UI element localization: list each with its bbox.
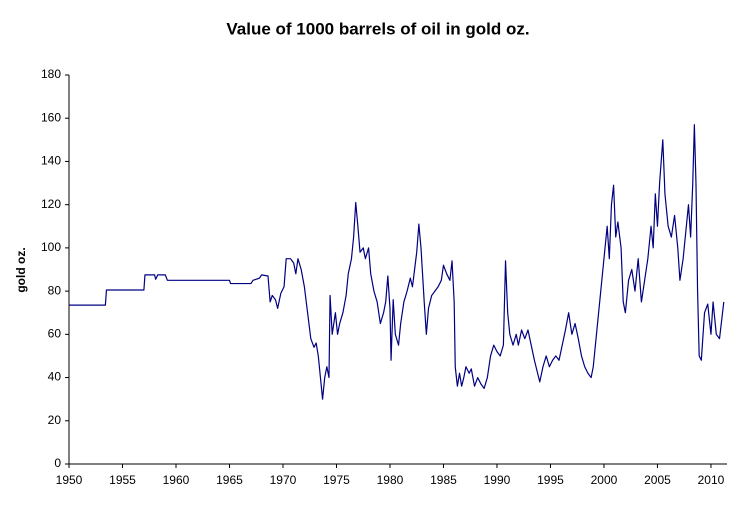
y-tick-label: 160	[41, 110, 61, 124]
x-tick-label: 1965	[216, 473, 243, 487]
x-tick-label: 1955	[109, 473, 136, 487]
x-tick-label: 1985	[430, 473, 457, 487]
y-tick-label: 180	[41, 67, 61, 81]
x-tick-label: 1975	[323, 473, 350, 487]
x-tick-label: 2000	[591, 473, 618, 487]
y-tick-label: 100	[41, 240, 61, 254]
x-tick-label: 1995	[537, 473, 564, 487]
data-line	[69, 124, 725, 400]
x-tick-label: 1990	[484, 473, 511, 487]
y-tick-label: 140	[41, 154, 61, 168]
x-tick-label: 1960	[163, 473, 190, 487]
y-tick-label: 40	[48, 370, 62, 384]
y-tick-label: 60	[48, 327, 62, 341]
y-tick-label: 120	[41, 197, 61, 211]
y-tick-label: 80	[48, 283, 62, 297]
x-tick-label: 2010	[698, 473, 725, 487]
x-tick-label: 2005	[644, 473, 671, 487]
y-tick-label: 20	[48, 413, 62, 427]
y-tick-label: 0	[54, 456, 61, 470]
chart-title: Value of 1000 barrels of oil in gold oz.	[226, 19, 529, 38]
y-axis-label: gold oz.	[14, 247, 28, 292]
x-tick-label: 1980	[377, 473, 404, 487]
x-tick-label: 1970	[270, 473, 297, 487]
x-tick-label: 1950	[56, 473, 83, 487]
